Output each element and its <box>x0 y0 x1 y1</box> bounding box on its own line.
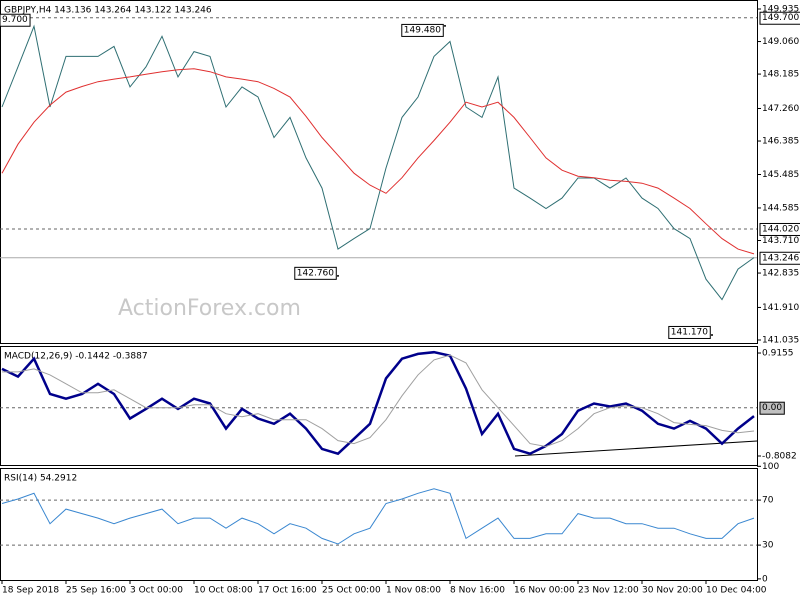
series-line <box>1 350 755 456</box>
annotation-point <box>444 24 446 27</box>
x-tick-label: 10 Dec 04:00 <box>706 586 767 596</box>
x-tick-label: 23 Nov 12:00 <box>578 586 639 596</box>
level-label-box <box>759 401 785 415</box>
x-tick-label: 18 Sep 2018 <box>2 586 59 596</box>
level-left-label-box <box>0 13 31 27</box>
y-tick-label: 30 <box>762 541 774 551</box>
x-tick-label: 17 Oct 16:00 <box>258 586 317 596</box>
y-tick-label: 147.260 <box>762 104 799 114</box>
macd-trend-line <box>514 440 758 457</box>
level-label-box <box>759 11 800 25</box>
y-tick-label: 144.585 <box>762 203 799 213</box>
y-tick-label: 141.910 <box>762 303 799 313</box>
annotation-label-box <box>294 266 337 280</box>
annotation-label: 142.760 <box>297 268 334 278</box>
y-tick-label: 100 <box>762 462 779 472</box>
y-tick-label: 143.710 <box>762 236 799 246</box>
x-tick-label: 8 Nov 16:00 <box>450 586 505 596</box>
annotation-point <box>711 333 713 336</box>
y-tick-label: 70 <box>762 496 774 506</box>
annotation-label-box <box>668 325 711 339</box>
x-tick-label: 3 Oct 00:00 <box>130 586 183 596</box>
annotation-label-box <box>401 23 444 37</box>
panel-title: MACD(12,26,9) -0.1442 -0.3887 <box>4 352 148 362</box>
annotation-label: 141.170 <box>671 327 708 337</box>
y-tick-label: 142.835 <box>762 269 799 279</box>
y-tick-label: 146.385 <box>762 137 799 147</box>
x-tick-label: 16 Nov 00:00 <box>514 586 575 596</box>
series-line <box>1 68 755 255</box>
panel-title: RSI(14) 54.2912 <box>4 474 77 484</box>
y-tick-label: 149.935 <box>762 4 799 14</box>
y-tick-label: 141.035 <box>762 335 799 345</box>
x-tick-label: 1 Nov 08:00 <box>386 586 441 596</box>
y-tick-label: 148.185 <box>762 70 799 80</box>
y-tick-label: 149.060 <box>762 37 799 47</box>
level-label: 144.020 <box>762 224 799 234</box>
level-label: 0.00 <box>762 403 782 413</box>
watermark: ActionForex.com <box>118 296 301 321</box>
series-line <box>2 354 755 448</box>
y-tick-label: -0.8082 <box>762 451 797 461</box>
y-tick-label: 0.9155 <box>762 349 794 359</box>
annotation-point <box>337 274 339 277</box>
current-price-label-box <box>759 251 800 265</box>
x-tick-label: 25 Oct 00:00 <box>322 586 381 596</box>
panel-title: GBPJPY,H4 143.136 143.264 143.122 143.24… <box>4 6 212 16</box>
y-tick-label: 0 <box>762 574 768 584</box>
annotation-label: 149.480 <box>404 25 441 35</box>
x-tick-label: 25 Sep 16:00 <box>66 586 126 596</box>
x-tick-label: 30 Nov 20:00 <box>642 586 703 596</box>
level-label-box <box>759 222 800 236</box>
series-line <box>1 488 755 545</box>
current-price-label: 143.246 <box>762 253 799 263</box>
y-tick-label: 145.485 <box>762 170 799 180</box>
x-tick-label: 10 Oct 08:00 <box>194 586 253 596</box>
level-label: 149.700 <box>762 13 799 23</box>
level-left-label: 9.700 <box>2 15 28 25</box>
